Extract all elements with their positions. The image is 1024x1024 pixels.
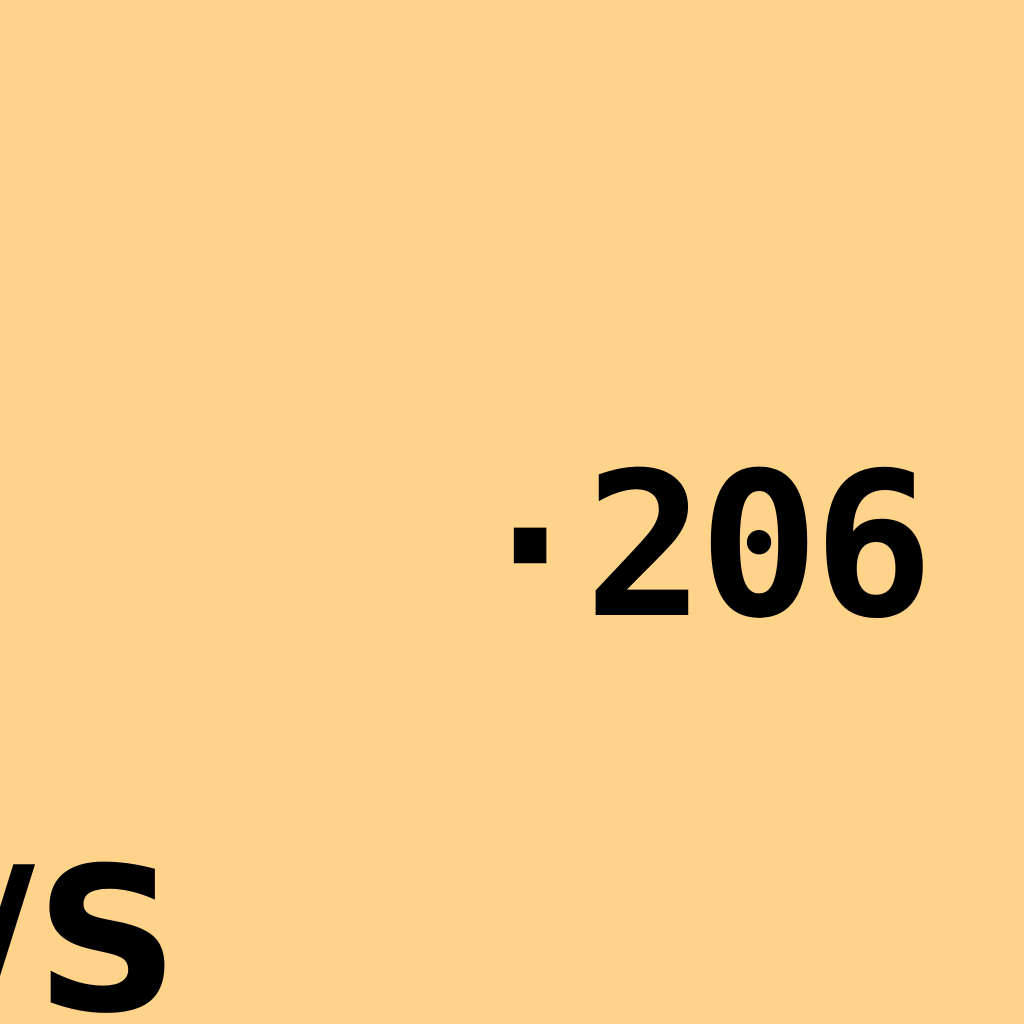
value-readout: ·206 [470,430,934,663]
partial-label-fragment: /S [0,825,180,1024]
